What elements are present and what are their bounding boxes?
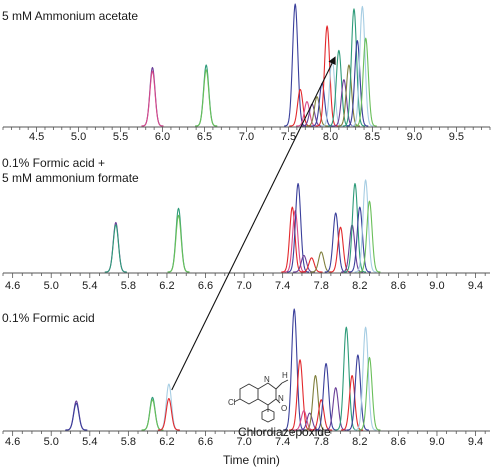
- panel-1-tick-label: 5.4: [82, 280, 97, 292]
- svg-text:N: N: [278, 394, 284, 403]
- panel-2-peak-14: [335, 326, 358, 431]
- panel-1-peak-14: [348, 206, 371, 273]
- panel-1-tick-label: 4.6: [5, 280, 20, 292]
- panel-1-tick-label: 6.2: [159, 280, 174, 292]
- panel-1-peak-16: [358, 200, 381, 273]
- svg-text:Cl: Cl: [228, 398, 236, 407]
- panel-2-tick-label: 5.0: [44, 436, 59, 448]
- panel-2-peak-6: [283, 308, 306, 431]
- panel-2-tick-label: 7.4: [275, 436, 290, 448]
- panel-2-peak-17: [354, 326, 377, 431]
- panel-1-peak-6: [287, 182, 310, 273]
- panel-2-tick-label: 6.6: [198, 436, 213, 448]
- panel-1-peak-3: [167, 214, 190, 273]
- x-axis-label: Time (min): [223, 453, 280, 467]
- panel-0-peak-2: [195, 64, 218, 127]
- panel-0-peak-17: [351, 5, 374, 127]
- panel-2-tick-label: 7.0: [236, 436, 251, 448]
- svg-text:H: H: [282, 371, 288, 380]
- panel-1-peak-15: [354, 179, 377, 273]
- panel-0-peak-3: [195, 69, 218, 127]
- panel-2-peak-15: [341, 375, 364, 431]
- panel-1-title-line-1: 5 mM ammonium formate: [2, 171, 139, 185]
- panel-2-tick-label: 8.2: [352, 436, 367, 448]
- panel-0-peak-10: [316, 25, 339, 127]
- panel-1-peak-0: [104, 221, 127, 273]
- panel-1-peak-2: [167, 207, 190, 273]
- panel-0-tick-label: 7.5: [281, 131, 296, 143]
- panel-2-peak-12: [315, 362, 338, 431]
- panel-1-peak-10: [324, 212, 347, 273]
- panel-2-tick-label: 8.6: [391, 436, 406, 448]
- panel-0-peak-5: [289, 88, 312, 127]
- panel-2-peak-4: [157, 383, 180, 431]
- panel-0-tick-label: 9.0: [407, 131, 422, 143]
- panel-1-tick-label: 9.0: [429, 280, 444, 292]
- panel-2-peak-3: [141, 399, 164, 431]
- panel-1-peak-1: [104, 224, 127, 273]
- panel-2-tick-label: 7.8: [314, 436, 329, 448]
- panel-1-tick-label: 5.0: [44, 280, 59, 292]
- panel-0-title-line-0: 5 mM Ammonium acetate: [2, 9, 138, 23]
- panel-1-title-line-0: 0.1% Formic acid +: [2, 156, 105, 170]
- panel-2-tick-label: 5.8: [121, 436, 136, 448]
- panel-2-peak-0: [65, 400, 88, 431]
- panel-0-tick-label: 8.5: [365, 131, 380, 143]
- panel-1-tick-label: 7.0: [236, 280, 251, 292]
- panel-0-peak-18: [354, 37, 377, 127]
- panel-1-tick-label: 8.6: [391, 280, 406, 292]
- panel-2-tick-label: 9.4: [468, 436, 483, 448]
- panel-1-peak-9: [310, 251, 333, 273]
- svg-text:N: N: [264, 375, 270, 384]
- panel-0-tick-label: 5.0: [71, 131, 86, 143]
- panel-0-peak-0: [141, 66, 164, 127]
- panel-0-peak-15: [342, 8, 366, 127]
- panel-2-peak-10: [304, 375, 327, 431]
- svg-text:O: O: [281, 404, 287, 413]
- panel-0-tick-label: 6.0: [155, 131, 170, 143]
- panel-0-tick-label: 9.5: [449, 131, 464, 143]
- panel-1-peak-5: [284, 210, 307, 273]
- panel-0-peak-1: [141, 70, 164, 127]
- panel-2-tick-label: 4.6: [5, 436, 20, 448]
- panel-2-peak-1: [65, 402, 88, 431]
- panel-0-peak-14: [337, 64, 360, 127]
- panel-1-tick-label: 7.8: [314, 280, 329, 292]
- panel-1-tick-label: 6.6: [198, 280, 213, 292]
- panel-2-tick-label: 9.0: [429, 436, 444, 448]
- chlordiazepoxide-arrow: [171, 56, 336, 391]
- panel-2-peak-16: [346, 354, 369, 431]
- chlordiazepoxide-structure: Cl N H N O: [228, 371, 289, 423]
- panel-0-tick-label: 8.0: [323, 131, 338, 143]
- panel-2-peak-5: [157, 397, 180, 431]
- panel-1-peak-4: [281, 206, 304, 273]
- panel-1-tick-label: 8.2: [352, 280, 367, 292]
- panel-0-tick-label: 4.5: [29, 131, 44, 143]
- chlordiazepoxide-label: Chlordiazepoxide: [238, 425, 331, 439]
- panel-0-tick-label: 5.5: [113, 131, 128, 143]
- panel-1-tick-label: 9.4: [468, 280, 483, 292]
- panel-0-tick-label: 6.5: [197, 131, 212, 143]
- panel-2-peak-18: [358, 356, 381, 431]
- panel-1-tick-label: 5.8: [121, 280, 136, 292]
- panel-0-peak-13: [332, 79, 355, 127]
- panel-2-peak-2: [141, 396, 164, 431]
- panel-2-tick-label: 6.2: [159, 436, 174, 448]
- panel-2-peak-13: [324, 387, 347, 431]
- panel-1-tick-label: 7.4: [275, 280, 290, 292]
- panel-1-peak-11: [329, 226, 352, 273]
- panel-0-tick-label: 7.0: [239, 131, 254, 143]
- panel-0-peak-16: [346, 40, 369, 127]
- panel-2-tick-label: 5.4: [82, 436, 97, 448]
- panel-2-title-line-0: 0.1% Formic acid: [2, 311, 95, 325]
- panel-1-peak-8: [300, 257, 323, 273]
- panel-2-peak-7: [288, 359, 312, 431]
